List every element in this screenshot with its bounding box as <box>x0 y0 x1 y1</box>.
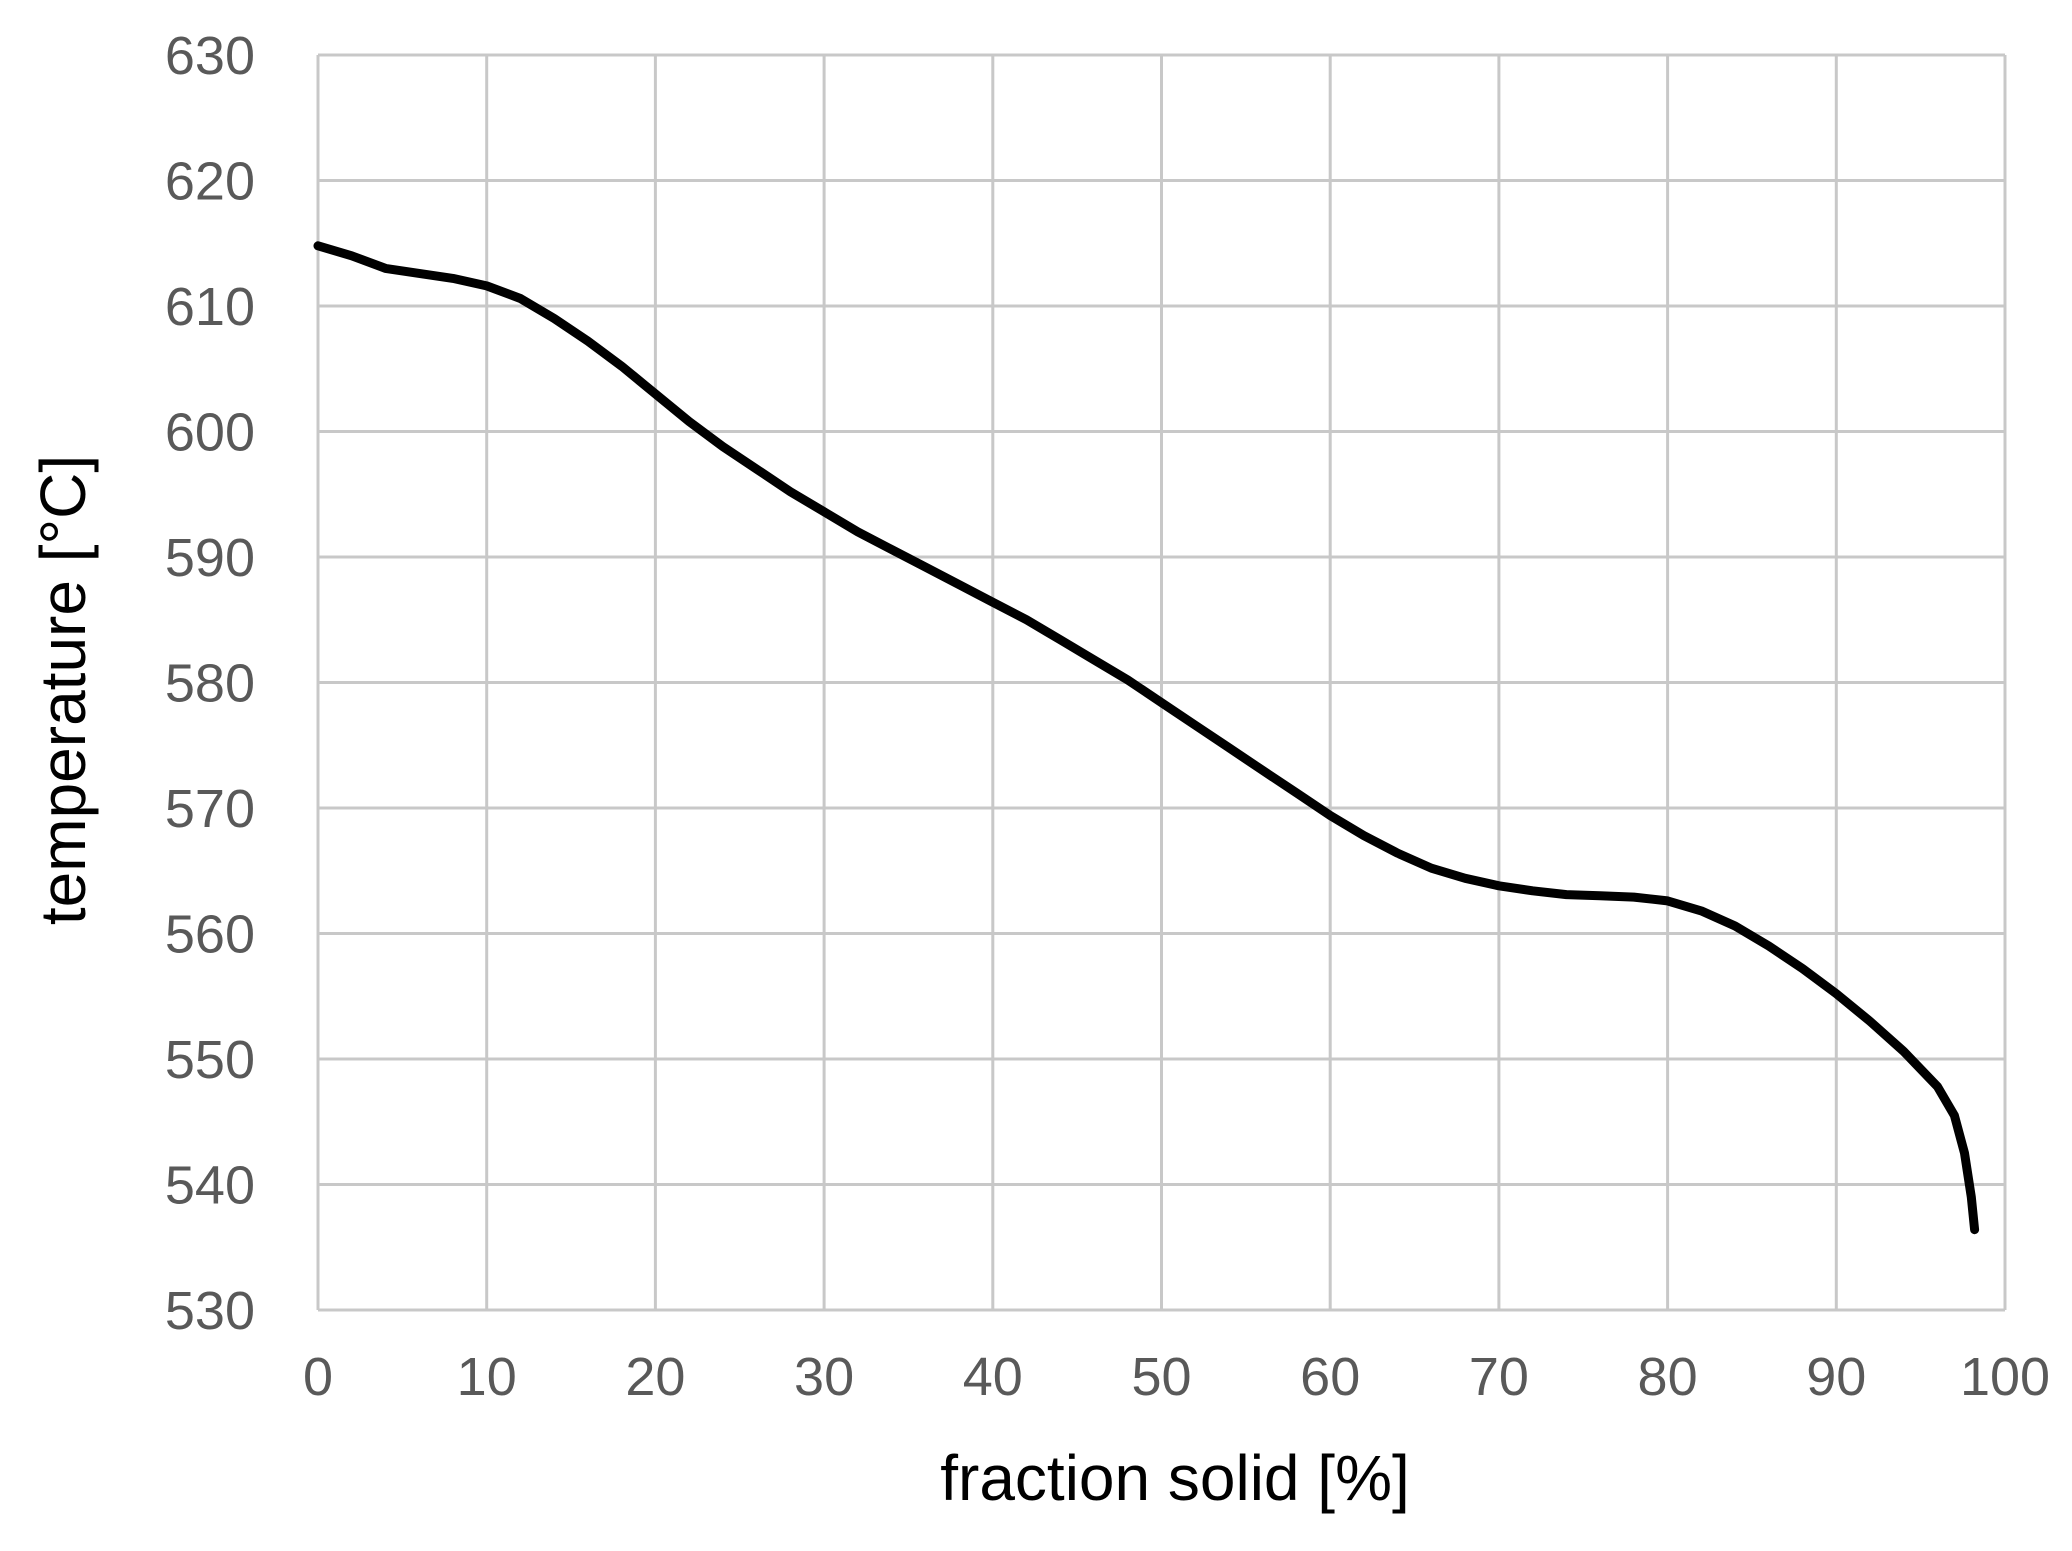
series-layer <box>313 241 1980 1235</box>
y-axis-title: temperature [°C] <box>27 455 99 925</box>
x-tick-label-80: 80 <box>1638 1347 1698 1407</box>
y-tick-label-590: 590 <box>165 528 255 588</box>
y-tick-label-610: 610 <box>165 277 255 337</box>
x-tick-label-10: 10 <box>457 1347 517 1407</box>
grid <box>316 53 2007 1312</box>
x-tick-label-100: 100 <box>1960 1347 2050 1407</box>
x-tick-labels: 0 10 20 30 40 50 60 70 80 90 100 <box>303 1347 2050 1407</box>
x-tick-label-0: 0 <box>303 1347 333 1407</box>
y-tick-label-570: 570 <box>165 779 255 839</box>
y-tick-label-600: 600 <box>165 403 255 463</box>
y-tick-label-620: 620 <box>165 152 255 212</box>
x-tick-label-70: 70 <box>1469 1347 1529 1407</box>
x-axis-title: fraction solid [%] <box>940 1442 1410 1514</box>
x-tick-label-30: 30 <box>794 1347 854 1407</box>
y-tick-labels: 530 540 550 560 570 580 590 600 610 620 630 <box>165 26 255 1341</box>
series-line-0 <box>313 241 1980 1235</box>
x-tick-label-50: 50 <box>1131 1347 1191 1407</box>
y-tick-label-540: 540 <box>165 1156 255 1216</box>
x-tick-label-60: 60 <box>1300 1347 1360 1407</box>
y-tick-label-550: 550 <box>165 1030 255 1090</box>
y-tick-label-630: 630 <box>165 26 255 86</box>
x-tick-label-40: 40 <box>963 1347 1023 1407</box>
x-tick-label-90: 90 <box>1806 1347 1866 1407</box>
y-tick-label-560: 560 <box>165 905 255 965</box>
x-tick-label-20: 20 <box>625 1347 685 1407</box>
y-tick-label-530: 530 <box>165 1281 255 1341</box>
y-tick-label-580: 580 <box>165 654 255 714</box>
